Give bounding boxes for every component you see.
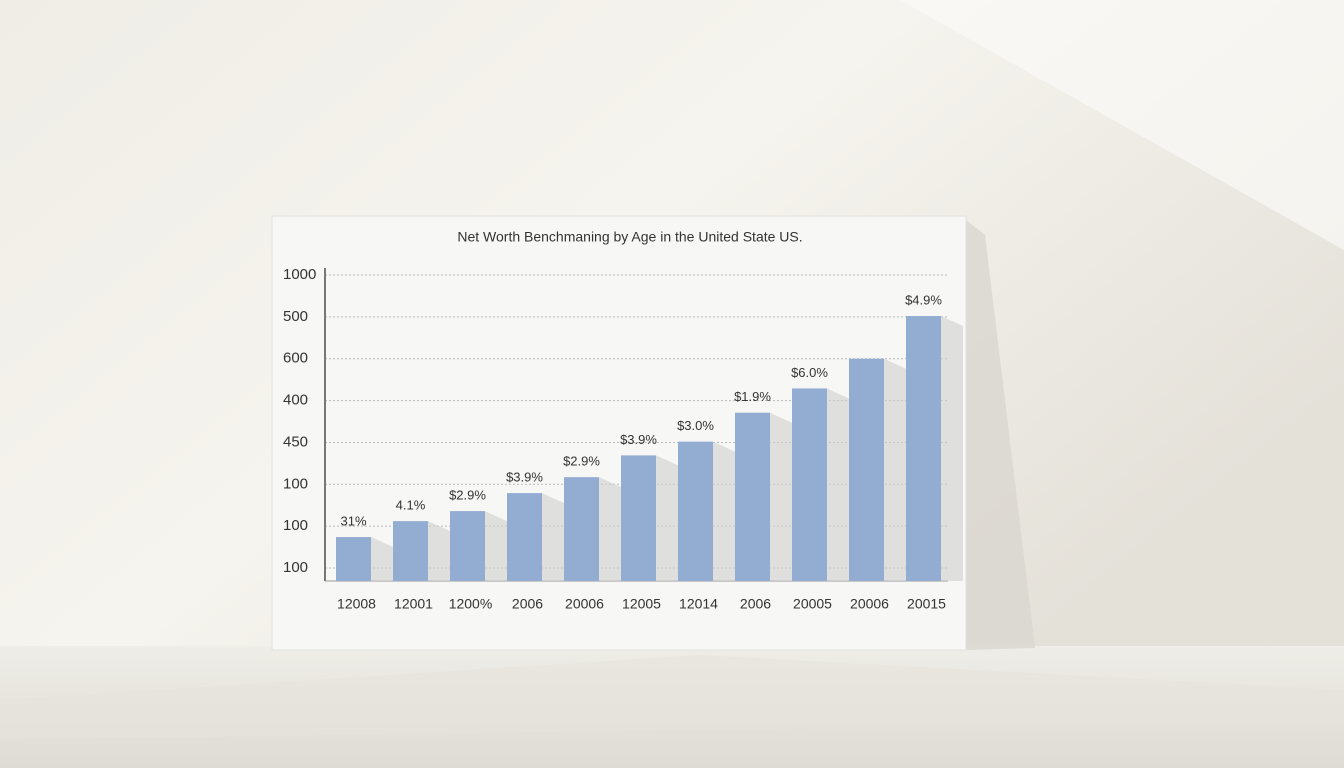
bar-annotation: $3.0% xyxy=(677,418,714,433)
y-tick-label: 600 xyxy=(283,350,308,367)
x-tick-label: 12008 xyxy=(337,596,376,612)
bar xyxy=(336,537,371,581)
x-tick-label: 12001 xyxy=(394,596,433,612)
bar-shadow xyxy=(428,521,450,581)
x-tick-label: 20006 xyxy=(850,596,889,612)
y-tick-label: 1000 xyxy=(283,266,316,283)
bar xyxy=(792,388,827,581)
bar xyxy=(507,493,542,581)
x-tick-label: 20005 xyxy=(793,596,832,612)
y-tick-label: 450 xyxy=(283,433,308,450)
bar-annotation: $3.9% xyxy=(506,470,543,485)
bar-shadow xyxy=(827,388,849,581)
plot: 100 100 100 450 400 600 500 1000 12008 31% 12001 4.… xyxy=(283,266,963,612)
bar xyxy=(621,455,656,581)
bar xyxy=(450,511,485,581)
bar-shadow xyxy=(770,412,792,581)
bar-shadow xyxy=(941,316,963,581)
chart-title: Net Worth Benchmaning by Age in the Unit… xyxy=(457,229,802,245)
bar-annotation: $3.9% xyxy=(620,432,657,447)
bar-annotation: 31% xyxy=(340,513,366,528)
x-tick-label: 1200% xyxy=(449,596,493,612)
bar-shadow xyxy=(599,477,621,581)
x-tick-label: 20006 xyxy=(565,596,604,612)
bar xyxy=(849,358,884,581)
y-tick-label: 400 xyxy=(283,392,308,409)
bar-shadow xyxy=(713,441,735,581)
y-tick-label: 100 xyxy=(283,559,308,576)
light-beam xyxy=(560,0,1344,250)
floor-shadow xyxy=(0,655,1344,740)
bar xyxy=(393,521,428,581)
y-tick-label: 100 xyxy=(283,475,308,492)
bar xyxy=(735,412,770,581)
x-tick-label: 12014 xyxy=(679,596,718,612)
bar-annotation: 4.1% xyxy=(396,498,426,513)
bar xyxy=(678,441,713,581)
y-tick-label: 500 xyxy=(283,308,308,325)
bar-shadow xyxy=(371,537,393,581)
bar-shadow xyxy=(884,358,906,581)
board-shadow xyxy=(966,220,1035,650)
x-tick-label: 12005 xyxy=(622,596,661,612)
bar-annotation: $2.9% xyxy=(563,454,600,469)
bar-annotation: $2.9% xyxy=(449,488,486,503)
bar-shadow xyxy=(656,455,678,581)
bar-annotation: $4.9% xyxy=(905,292,942,307)
x-tick-label: 20015 xyxy=(907,596,946,612)
bar-shadow xyxy=(485,511,507,581)
x-tick-label: 2006 xyxy=(512,596,543,612)
bar-annotation: $6.0% xyxy=(791,365,828,380)
bar xyxy=(564,477,599,581)
bar-annotation: $1.9% xyxy=(734,389,771,404)
bar-shadow xyxy=(542,493,564,581)
x-tick-label: 2006 xyxy=(740,596,771,612)
bar xyxy=(906,316,941,581)
y-tick-label: 100 xyxy=(283,517,308,534)
